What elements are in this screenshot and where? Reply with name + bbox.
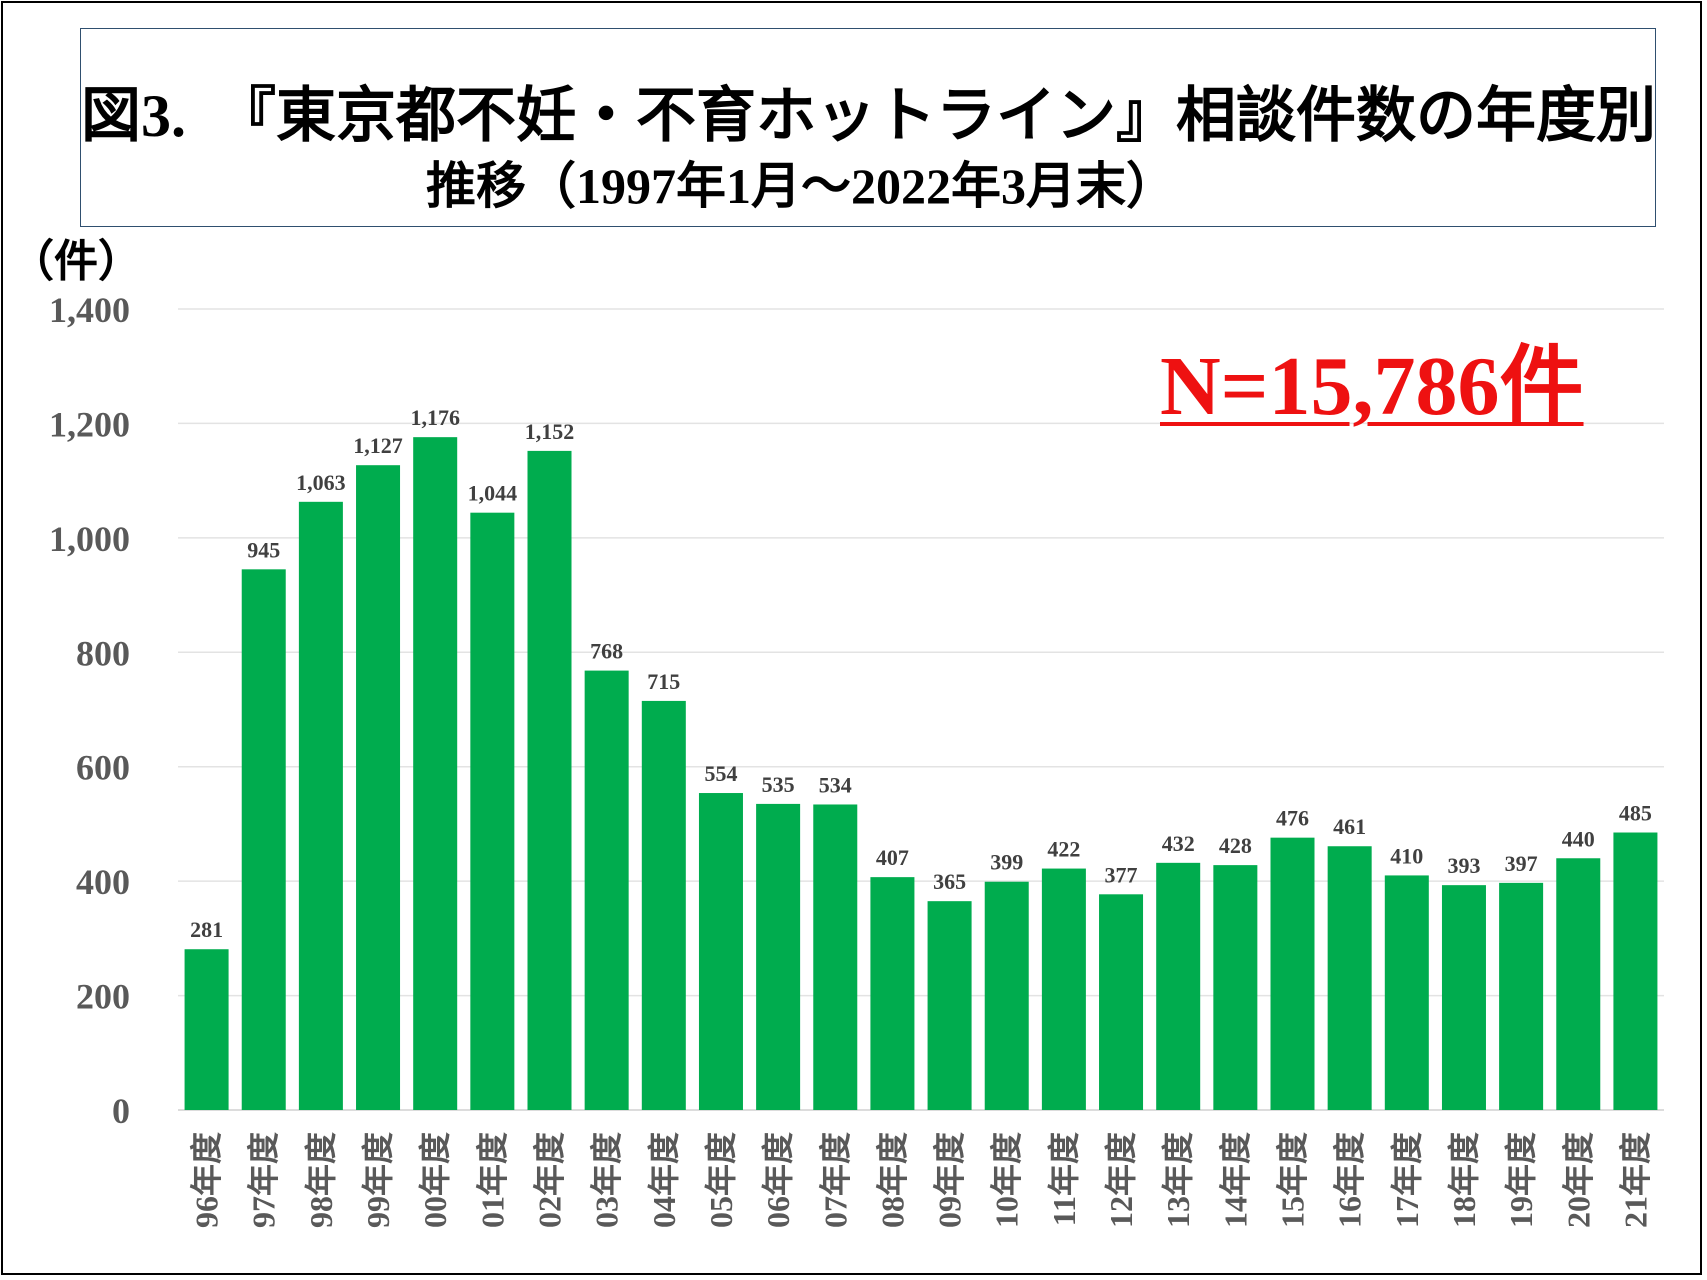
x-category-label: 20年度 [1560,1132,1596,1228]
x-category-label: 04年度 [646,1132,682,1228]
bar [1613,832,1658,1110]
data-label: 476 [1276,806,1309,831]
bar [1213,865,1258,1110]
x-category-label: 00年度 [417,1132,453,1228]
x-axis-categories: 96年度 97年度 98年度 99年度 00年度 01年度 02年度 03年度 04年度 05年度… [189,1132,1654,1228]
y-tick-label: 200 [76,977,130,1017]
data-label: 397 [1505,851,1538,876]
bars [184,437,1658,1110]
x-category-label: 97年度 [246,1132,282,1228]
bar [1441,885,1486,1110]
bar [698,793,743,1110]
bar [241,569,286,1110]
data-label: 535 [762,772,795,797]
data-label: 428 [1219,833,1252,858]
bar [1499,882,1544,1110]
x-category-label: 03年度 [589,1132,625,1228]
data-label: 534 [819,772,852,797]
data-label: 393 [1447,853,1480,878]
x-category-label: 06年度 [760,1132,796,1228]
x-category-label: 98年度 [303,1132,339,1228]
y-tick-label: 1,200 [49,404,130,444]
x-category-label: 21年度 [1617,1132,1653,1228]
x-category-label: 05年度 [703,1132,739,1228]
bar [1156,862,1201,1110]
data-label: 1,063 [296,470,346,495]
bar [527,450,572,1110]
data-label: 432 [1162,831,1195,856]
bar [927,901,972,1110]
bar [584,670,629,1110]
data-label: 945 [247,537,280,562]
data-label: 485 [1619,801,1652,826]
data-label: 281 [190,917,223,942]
x-category-label: 10年度 [989,1132,1025,1228]
data-label: 365 [933,869,966,894]
x-category-label: 15年度 [1275,1132,1311,1228]
data-label: 554 [704,761,737,786]
title-box: 図3. 『東京都不妊・不育ホットライン』相談件数の年度別 推移（1997年1月～… [80,28,1656,227]
data-label: 399 [990,850,1023,875]
chart-title: 図3. 『東京都不妊・不育ホットライン』相談件数の年度別 [81,83,1656,149]
chart-subtitle: 推移（1997年1月～2022年3月末） [426,158,1176,214]
bar [356,465,401,1110]
bar [1384,875,1429,1110]
x-category-label: 12年度 [1103,1132,1139,1228]
x-category-label: 99年度 [360,1132,396,1228]
bar [184,949,229,1110]
x-category-label: 16年度 [1332,1132,1368,1228]
bar [984,881,1029,1110]
bar [813,804,858,1110]
x-category-label: 02年度 [532,1132,568,1228]
x-category-label: 19年度 [1503,1132,1539,1228]
x-category-label: 13年度 [1160,1132,1196,1228]
data-label: 377 [1105,862,1138,887]
y-axis-ticks: 0 200 400 600 800 1,000 1,200 1,400 [49,290,130,1131]
x-category-label: 17年度 [1389,1132,1425,1228]
data-label: 768 [590,639,623,664]
x-category-label: 09年度 [932,1132,968,1228]
x-category-label: 01年度 [474,1132,510,1228]
data-label: 1,152 [525,419,575,444]
data-label: 410 [1390,843,1423,868]
bar [1099,894,1144,1110]
bar [1556,858,1601,1110]
total-count-annotation: N=15,786件 [1160,340,1584,433]
bar [298,501,343,1110]
bar [641,700,686,1110]
data-label: 715 [647,669,680,694]
bar [1041,868,1086,1110]
bar [470,512,515,1110]
bar [413,437,458,1110]
x-category-label: 14年度 [1217,1132,1253,1228]
y-tick-label: 1,400 [49,290,130,330]
data-label: 407 [876,845,909,870]
bar [870,877,915,1110]
bar [1327,846,1372,1110]
data-label: 440 [1562,826,1595,851]
x-category-label: 11年度 [1046,1132,1082,1226]
bar [1270,837,1315,1110]
x-category-label: 07年度 [817,1132,853,1228]
y-tick-label: 800 [76,633,130,673]
x-category-label: 08年度 [874,1132,910,1228]
y-axis-unit-label: （件） [10,237,142,286]
data-label: 422 [1047,837,1080,862]
x-category-label: 96年度 [189,1132,225,1228]
y-tick-label: 600 [76,748,130,788]
y-tick-label: 1,000 [49,519,130,559]
bar [756,803,801,1110]
data-label: 1,127 [353,433,403,458]
data-label: 1,044 [468,481,518,506]
data-labels: 281 945 1,063 1,127 1,176 1,044 1,152 768 715 554… [190,405,1652,942]
data-label: 1,176 [410,405,460,430]
y-tick-label: 400 [76,862,130,902]
x-category-label: 18年度 [1446,1132,1482,1228]
y-tick-label: 0 [112,1091,130,1131]
data-label: 461 [1333,814,1366,839]
